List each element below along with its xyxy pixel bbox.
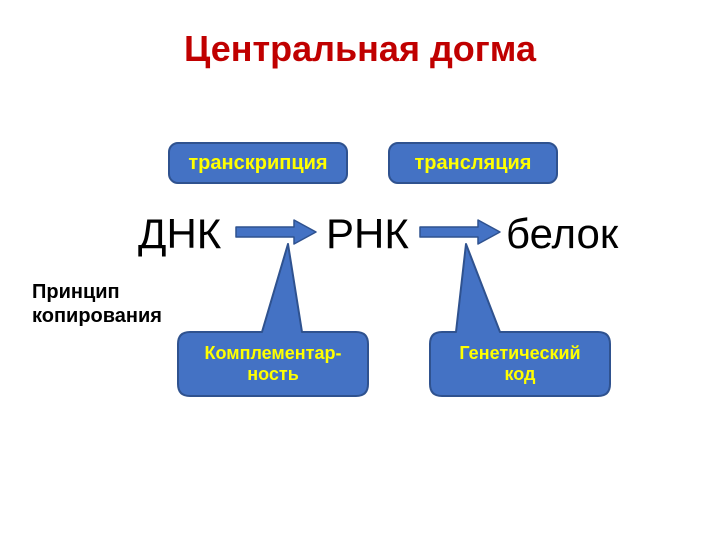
- side-label-copy-principle: Принципкопирования: [32, 280, 162, 328]
- callout-genetic-code: [0, 0, 720, 540]
- diagram-stage: Центральная догма транскрипция трансляци…: [0, 0, 720, 540]
